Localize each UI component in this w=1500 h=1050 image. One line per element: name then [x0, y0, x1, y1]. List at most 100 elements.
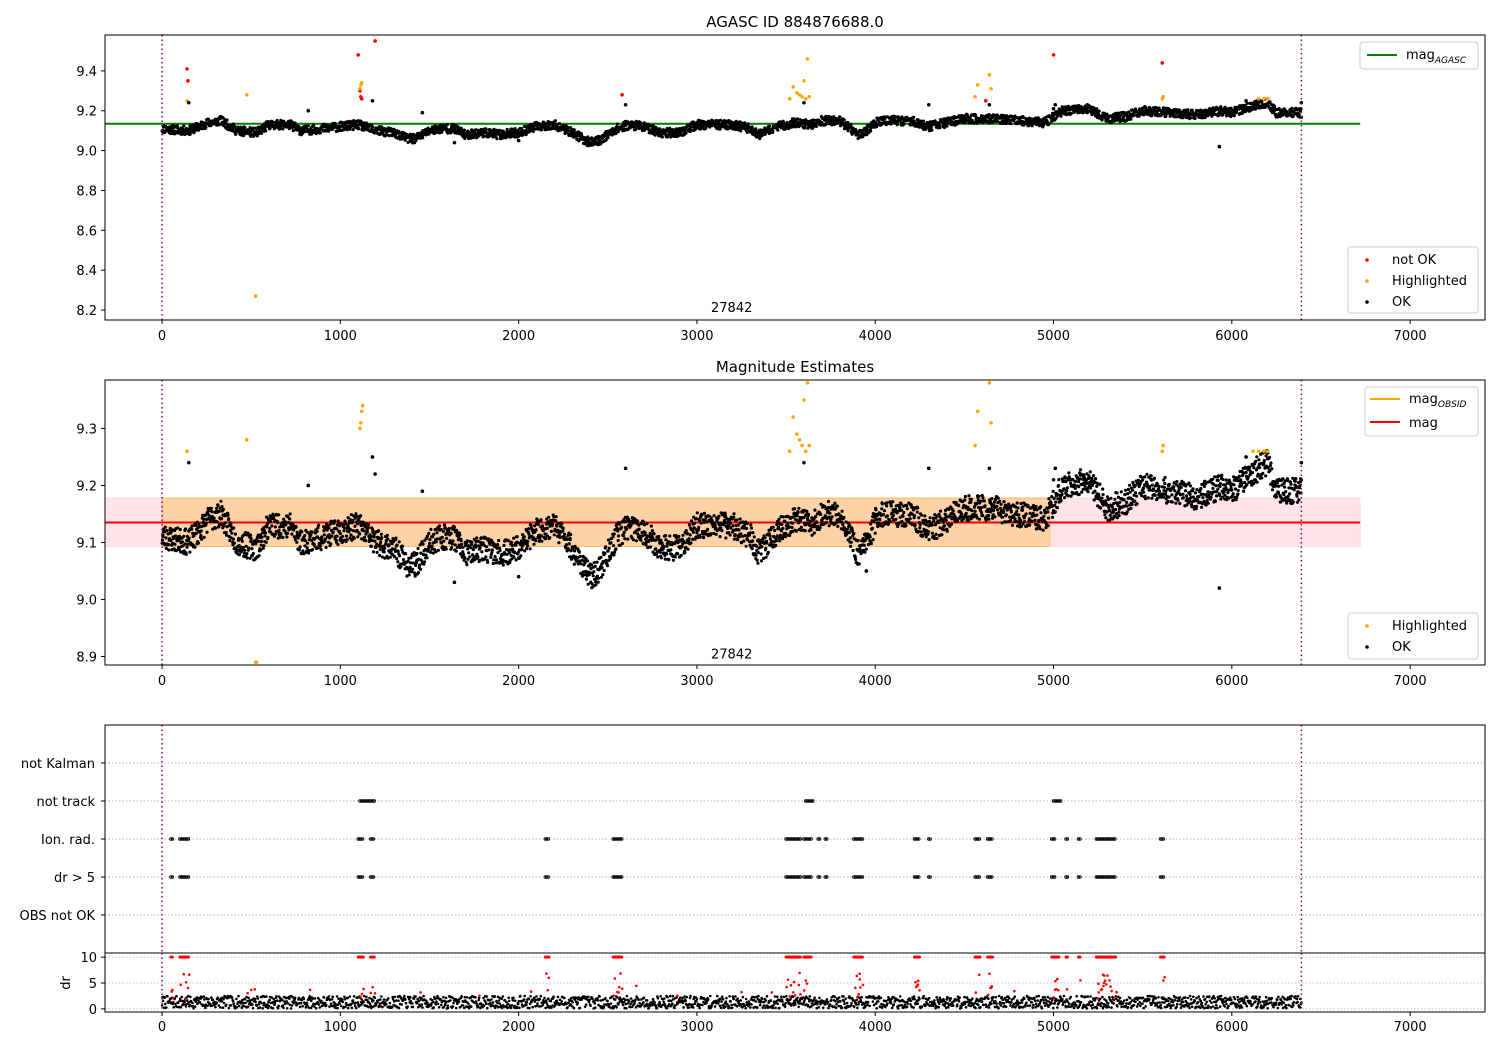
data-point-ok: [848, 126, 852, 130]
data-point-ok: [160, 538, 164, 542]
data-point-ok: [411, 567, 415, 571]
data-point-ok: [698, 535, 702, 539]
data-point-ok: [164, 536, 168, 540]
data-point-ok: [510, 543, 514, 548]
data-point-ok: [435, 531, 439, 535]
data-point-ok: [606, 538, 611, 542]
y-tick-label: 9.2: [76, 105, 97, 120]
data-point-ok: [411, 561, 415, 565]
data-point-ok: [524, 547, 529, 551]
data-point-ok: [869, 129, 873, 133]
data-point-ok: [714, 532, 718, 536]
data-point-highlighted: [987, 73, 992, 77]
data-point-ok: [228, 539, 232, 543]
x-tick-label: 1000: [324, 329, 357, 344]
data-point-ok: [912, 115, 916, 119]
data-point-ok: [351, 128, 355, 132]
data-point-ok: [501, 563, 505, 567]
data-point-ok: [452, 525, 457, 529]
data-point-ok: [1053, 102, 1058, 107]
data-point-ok: [356, 535, 360, 539]
data-point-ok: [281, 535, 285, 540]
data-point-ok: [346, 516, 350, 520]
data-point-ok: [255, 134, 259, 138]
data-point-ok: [707, 518, 711, 523]
data-point-ok: [227, 517, 231, 521]
data-point-ok: [241, 546, 245, 550]
data-point-ok: [768, 124, 772, 128]
data-point-ok: [357, 127, 361, 131]
data-point-ok: [590, 582, 594, 586]
data-point-ok: [612, 532, 616, 536]
data-point-ok: [649, 545, 653, 549]
data-point-ok: [184, 552, 188, 557]
data-point-ok: [505, 127, 509, 132]
data-point-ok: [606, 136, 610, 140]
data-point-ok: [450, 546, 454, 550]
data-point-ok: [318, 131, 322, 135]
data-point-ok: [592, 570, 596, 574]
data-point-ok: [453, 543, 457, 547]
data-point-ok: [712, 514, 716, 518]
data-point-ok: [611, 535, 615, 539]
data-point-ok: [1193, 116, 1197, 120]
legend-agasc-top: magAGASC: [1359, 41, 1479, 70]
data-point-ok: [552, 533, 556, 537]
data-point-ok: [349, 533, 353, 537]
data-point-ok: [575, 134, 580, 138]
data-point-ok: [421, 542, 425, 546]
data-point-ok: [232, 541, 236, 545]
data-point-ok: [702, 511, 707, 515]
data-point-ok: [354, 512, 358, 516]
data-point-ok: [548, 536, 552, 540]
data-point-ok: [282, 119, 286, 123]
data-point-ok: [345, 538, 349, 542]
data-point-ok: [534, 528, 538, 532]
data-point-ok: [755, 558, 759, 562]
data-point-ok: [320, 538, 324, 542]
data-point-ok: [803, 126, 807, 130]
data-point-ok: [371, 550, 376, 554]
data-point-ok: [651, 123, 655, 128]
legend-dot: [1365, 258, 1369, 262]
y-tick-label: 9.0: [76, 145, 97, 160]
data-point-ok: [539, 518, 543, 522]
data-point-ok: [442, 539, 446, 543]
data-point-ok: [303, 539, 307, 543]
data-point-ok: [376, 529, 381, 533]
data-point-ok: [375, 542, 379, 546]
data-point-ok: [288, 517, 292, 521]
data-point-ok: [369, 544, 373, 548]
data-point-ok: [572, 128, 576, 132]
data-point-ok: [623, 102, 628, 107]
data-point-ok: [485, 545, 489, 549]
data-point-ok: [751, 539, 755, 543]
data-point-ok: [407, 573, 411, 577]
data-point-ok: [277, 513, 281, 517]
data-point-ok: [196, 541, 200, 545]
data-point-ok: [459, 539, 463, 543]
data-point-ok: [309, 533, 313, 537]
data-point-ok: [231, 537, 235, 541]
data-point-ok: [745, 521, 749, 526]
data-point-ok: [344, 534, 348, 538]
data-point-ok: [728, 521, 733, 525]
data-point-ok: [749, 526, 754, 530]
y-tick-label: 9.4: [76, 65, 97, 80]
data-point-ok: [574, 559, 579, 563]
data-point-ok: [657, 534, 661, 539]
data-point-ok: [420, 110, 425, 115]
data-point-ok: [1186, 108, 1190, 112]
data-point-ok: [489, 555, 493, 560]
data-point-ok: [520, 547, 524, 552]
data-point-ok: [776, 128, 780, 132]
data-point-ok: [539, 128, 544, 132]
data-point-ok: [535, 518, 540, 522]
legend-label: OK: [1392, 295, 1411, 310]
data-point-ok: [673, 555, 677, 559]
data-point-ok: [264, 129, 268, 133]
data-point-ok: [620, 525, 624, 529]
data-point-ok: [552, 123, 556, 127]
data-point-ok: [677, 534, 681, 539]
data-point-ok: [758, 542, 762, 546]
